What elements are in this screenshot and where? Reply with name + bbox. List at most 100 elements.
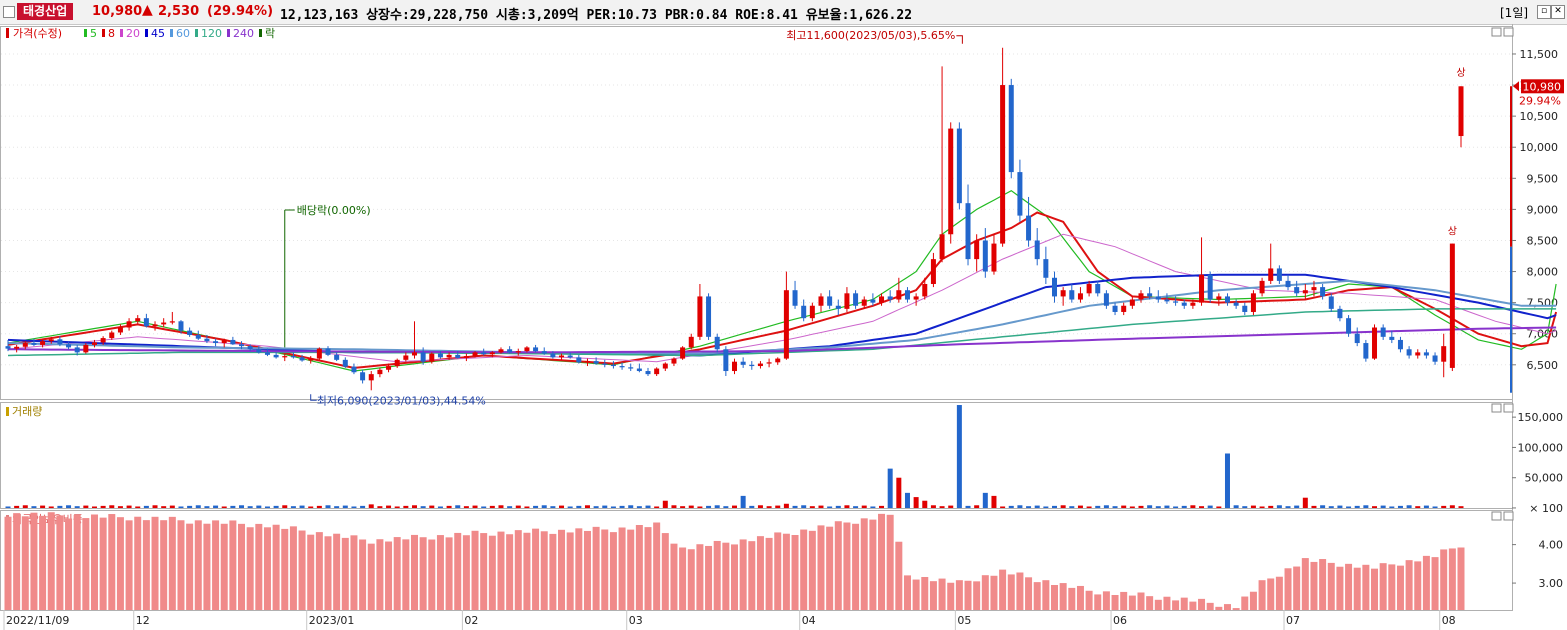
legend-marker (120, 29, 123, 37)
volume-bar (956, 405, 962, 508)
candle-body (204, 338, 210, 342)
foreign-ratio-bar (886, 514, 894, 610)
limit-up-label: 상 (1456, 67, 1465, 79)
volume-bar (1017, 505, 1023, 508)
foreign-tick-label: 4.00 (1539, 539, 1564, 552)
foreign-ratio-bar (1310, 561, 1318, 610)
candle-body (1199, 274, 1205, 303)
foreign-ratio-bar (255, 523, 263, 610)
foreign-ratio-bar (21, 516, 29, 610)
foreign-ratio-bar (1448, 548, 1456, 610)
foreign-ratio-bar (1007, 574, 1015, 610)
volume-bar (282, 505, 288, 508)
foreign-ratio-bar (1362, 564, 1370, 610)
ma-60-line (7, 279, 1557, 355)
legend-marker (259, 29, 262, 37)
x-tick-label: 02 (464, 614, 478, 627)
candle-body (1397, 339, 1403, 350)
candle-body (1147, 293, 1153, 297)
candle-body (109, 332, 115, 339)
foreign-ratio-bar (1189, 601, 1197, 610)
candle-body (904, 290, 910, 300)
volume-bar (91, 506, 97, 508)
foreign-ratio-bar (748, 541, 756, 610)
foreign-ratio-bar (1379, 563, 1387, 610)
candle-body (887, 296, 893, 300)
x-tick-label: 2023/01 (309, 614, 355, 627)
candle-body (714, 336, 720, 350)
candle-body (161, 322, 167, 325)
volume-bar (256, 505, 262, 508)
restore-icon[interactable]: ▫ (1537, 5, 1551, 19)
price-tick-label: 11,500 (1520, 48, 1559, 61)
volume-bar (801, 505, 807, 508)
foreign-ratio-bar (826, 526, 834, 610)
candle-body (1138, 293, 1144, 300)
foreign-ratio-bar (1033, 582, 1041, 610)
candle-body (1302, 290, 1308, 294)
candle-body (247, 346, 253, 350)
foreign-ratio-bar (1146, 596, 1154, 610)
candle-body (5, 346, 11, 349)
candle-body (1380, 327, 1386, 337)
volume-bar (1060, 505, 1066, 508)
foreign-ratio-bar (1206, 602, 1214, 610)
candle-body (766, 362, 772, 364)
legend-marker (145, 29, 148, 37)
volume-bar (342, 505, 348, 508)
foreign-ratio-bar (627, 529, 635, 610)
legend-item-20: 20 (126, 27, 140, 40)
volume-bar (221, 506, 227, 508)
stock-chart[interactable]: 6,5007,0007,5008,0008,5009,0009,50010,00… (0, 24, 1567, 630)
legend-marker (227, 29, 230, 37)
candle-body (117, 327, 123, 333)
x-tick-label: 03 (629, 614, 643, 627)
foreign-ratio-bar (912, 579, 920, 610)
foreign-ratio-bar (1102, 591, 1110, 610)
candle-body (360, 372, 366, 381)
foreign-ratio-bar (108, 514, 116, 610)
volume-bar (117, 506, 123, 508)
candle-body (1432, 355, 1438, 362)
volume-bar (1259, 506, 1265, 508)
foreign-ratio-bar (1154, 599, 1162, 610)
volume-bar (57, 505, 63, 508)
high-annotation: 최고11,600(2023/05/03),5.65% (786, 29, 955, 42)
close-icon[interactable]: ✕ (1551, 5, 1565, 19)
legend-item-120: 120 (201, 27, 222, 40)
candle-body (559, 355, 565, 358)
volume-bar (161, 506, 167, 508)
volume-bar (602, 505, 608, 508)
candle-body (1207, 274, 1213, 300)
candle-body (290, 356, 296, 358)
foreign-ratio-bar (1094, 594, 1102, 610)
foreign-ratio-bar (1068, 587, 1076, 610)
foreign-ratio-bar (1431, 557, 1439, 610)
foreign-ratio-bar (56, 515, 64, 610)
foreign-ratio-bar (341, 537, 349, 610)
candle-body (239, 344, 245, 347)
foreign-ratio-bar (869, 519, 877, 610)
foreign-ratio-bar (1051, 585, 1059, 610)
candle-body (126, 321, 132, 328)
foreign-ratio-bar (1172, 600, 1180, 610)
foreign-ratio-bar (800, 529, 808, 610)
volume-bar (195, 505, 201, 508)
foreign-ratio-bar (194, 520, 202, 610)
period-selector[interactable]: [1일] (1500, 6, 1529, 20)
volume-bar (904, 492, 910, 508)
foreign-ratio-bar (722, 542, 730, 610)
candle-body (1311, 287, 1317, 291)
foreign-ratio-bar (540, 531, 548, 610)
volume-bar (610, 506, 616, 508)
candle-body (1285, 280, 1291, 288)
stock-name-badge[interactable]: 태경산업 (17, 3, 74, 20)
volume-bar (316, 505, 322, 508)
volume-bar (809, 506, 815, 508)
candle-body (1354, 333, 1360, 344)
volume-bar (325, 505, 331, 508)
foreign-ratio-bar (955, 580, 963, 610)
candle-body (178, 321, 184, 331)
candle-body (437, 353, 443, 358)
header-checkbox[interactable] (3, 6, 15, 18)
